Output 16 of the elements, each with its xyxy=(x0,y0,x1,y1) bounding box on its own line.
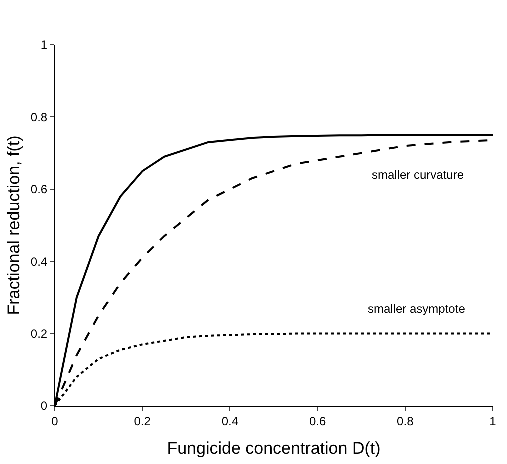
y-tick-label: 0 xyxy=(40,399,48,414)
x-tick-label: 1 xyxy=(490,414,497,428)
x-tick-label: 0 xyxy=(52,414,59,428)
x-tick-label: 0.2 xyxy=(134,414,152,428)
x-tick-label: 0.4 xyxy=(222,414,239,428)
y-tick-label: 1 xyxy=(40,38,48,52)
y-axis-title: Fractional reduction, f(t) xyxy=(4,136,24,316)
y-tick-label: 0.6 xyxy=(30,182,48,197)
y-tick-label: 0.8 xyxy=(30,110,48,124)
annotation: smaller curvature xyxy=(372,168,464,182)
x-tick-label: 0.8 xyxy=(397,414,414,428)
y-tick-label: 0.4 xyxy=(30,254,48,269)
x-axis-title: Fungicide concentration D(t) xyxy=(167,438,381,458)
y-tick-label: 0.2 xyxy=(30,327,48,341)
annotation: smaller asymptote xyxy=(368,302,466,316)
x-tick-label: 0.6 xyxy=(309,414,326,428)
